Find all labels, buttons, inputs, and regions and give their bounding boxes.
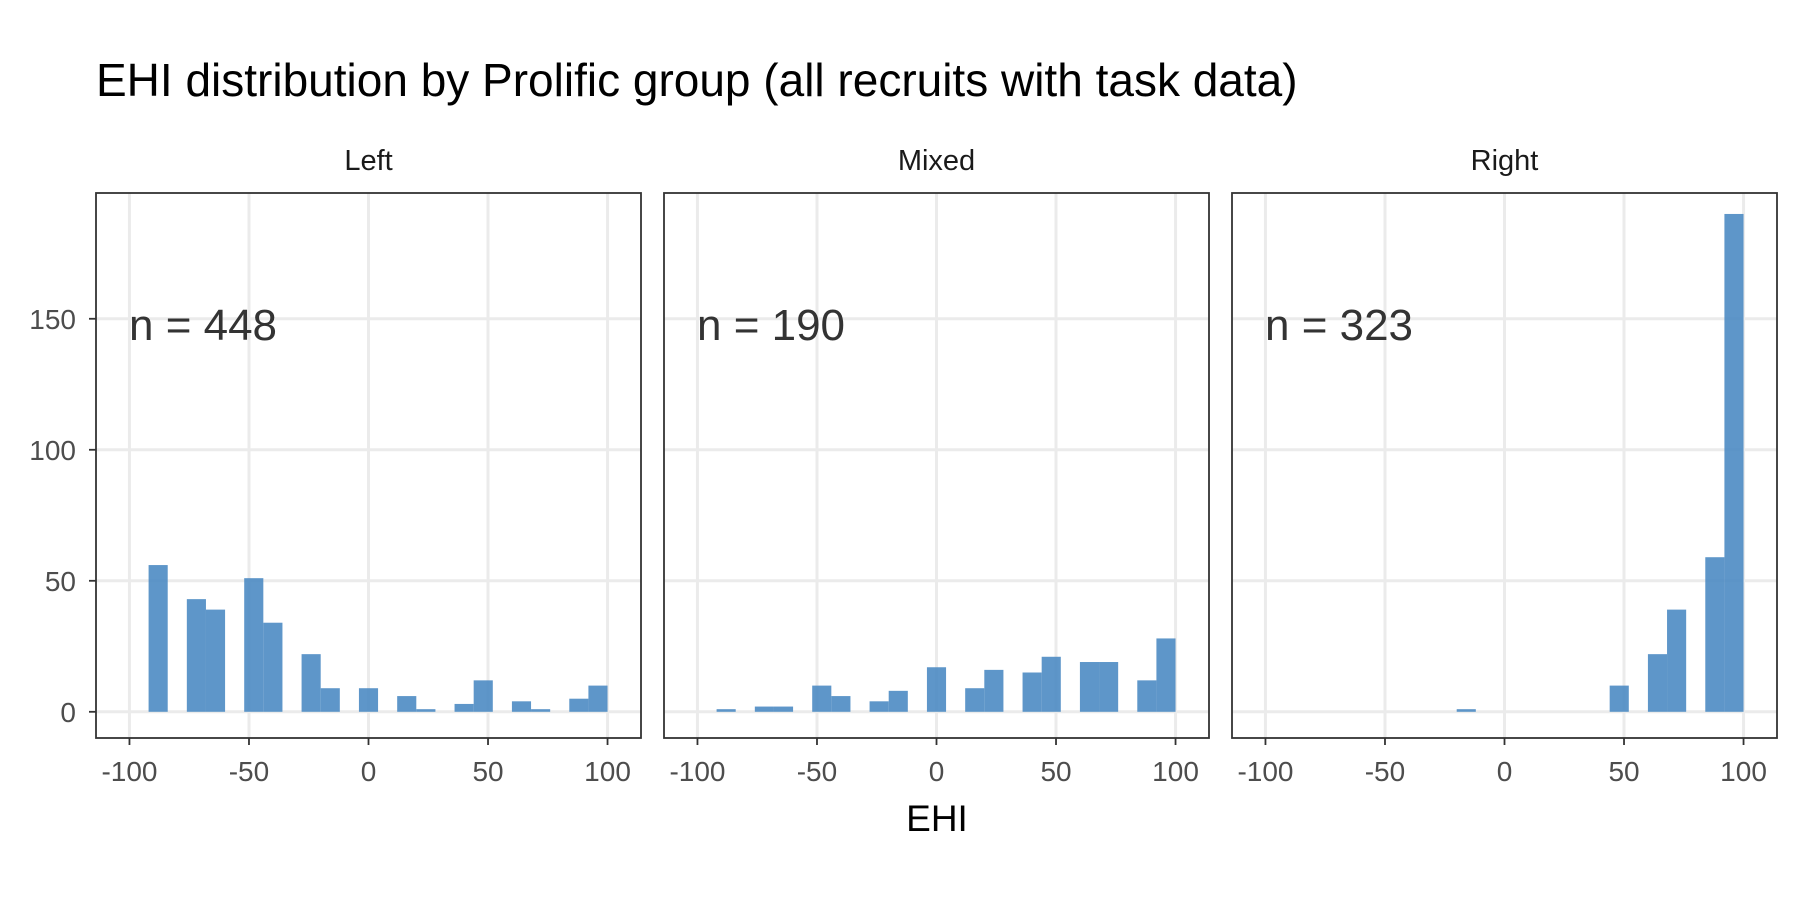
x-tick-label: 50 xyxy=(472,756,503,787)
facet-label-mixed: Mixed xyxy=(898,145,975,177)
x-tick-label: -100 xyxy=(669,756,725,787)
histogram-bar xyxy=(148,565,168,712)
x-tick-label: 50 xyxy=(1608,756,1639,787)
grid-lines xyxy=(96,193,641,738)
grid-lines xyxy=(1232,193,1777,738)
histogram-bar xyxy=(1137,680,1157,712)
n-annotation-left: n = 448 xyxy=(129,301,277,350)
histogram-bar xyxy=(1041,656,1061,712)
histogram-bar xyxy=(1456,709,1476,712)
histogram-bar xyxy=(773,706,794,712)
histogram-bar xyxy=(926,667,947,712)
y-tick-label: 100 xyxy=(29,435,76,466)
histogram-bar xyxy=(186,599,206,712)
histogram-bar xyxy=(397,696,417,712)
facets-layer: Left n = 448 -100 -50 0 50 100 Mixed n = 190 -100… xyxy=(95,145,1778,787)
histogram-bar xyxy=(263,622,283,712)
histogram-bar xyxy=(1705,557,1725,712)
facet-panel-left: Left n = 448 -100 -50 0 50 100 xyxy=(95,145,642,787)
x-tick-label: -50 xyxy=(797,756,837,787)
histogram-bar xyxy=(1647,654,1668,712)
x-tick-label: 50 xyxy=(1040,756,1071,787)
histogram-bar xyxy=(416,709,436,712)
histogram-bar xyxy=(1667,609,1687,712)
bars-left xyxy=(148,565,608,712)
grid-lines xyxy=(664,193,1209,738)
histogram-bar xyxy=(1079,662,1100,712)
x-tick-label: 0 xyxy=(361,756,377,787)
histogram-bar xyxy=(588,685,608,712)
histogram-bar xyxy=(888,690,908,712)
facet-label-left: Left xyxy=(344,145,392,177)
facet-panel-right: Right n = 323 -100 -50 0 50 100 xyxy=(1231,145,1778,787)
histogram-bar xyxy=(454,703,474,712)
histogram-bar xyxy=(320,688,340,712)
histogram-bar xyxy=(812,685,832,712)
x-tick-label: 0 xyxy=(929,756,945,787)
histogram-bar xyxy=(358,688,379,712)
histogram-bar xyxy=(1156,638,1176,712)
facet-label-right: Right xyxy=(1471,145,1539,177)
histogram-bar xyxy=(301,654,321,712)
y-tick-label: 0 xyxy=(60,697,76,728)
histogram-bar xyxy=(716,709,736,712)
histogram-bar xyxy=(1022,672,1042,712)
x-tick-label: -50 xyxy=(229,756,269,787)
x-tick-label: -100 xyxy=(1237,756,1293,787)
bars-mixed xyxy=(716,638,1176,712)
histogram-bar xyxy=(869,701,889,712)
histogram-bar xyxy=(473,680,493,712)
n-annotation-mixed: n = 190 xyxy=(697,301,845,350)
histogram-bar xyxy=(831,696,851,712)
histogram-bar xyxy=(965,688,985,712)
chart-title: EHI distribution by Prolific group (all … xyxy=(96,54,1298,106)
histogram-bar xyxy=(531,709,551,712)
histogram-bar xyxy=(205,609,226,712)
histogram-bar xyxy=(1609,685,1629,712)
x-tick-label: -100 xyxy=(101,756,157,787)
histogram-bar xyxy=(244,578,264,712)
histogram-bar xyxy=(754,706,774,712)
y-tick-label: 50 xyxy=(45,566,76,597)
n-annotation-right: n = 323 xyxy=(1265,301,1413,350)
facet-panel-mixed: Mixed n = 190 -100 -50 0 50 100 xyxy=(663,145,1210,787)
x-axis-right: -100 -50 0 50 100 xyxy=(1237,738,1767,787)
x-axis-left: -100 -50 0 50 100 xyxy=(101,738,631,787)
x-tick-label: 100 xyxy=(1152,756,1199,787)
histogram-bar xyxy=(1724,213,1744,712)
histogram-bar xyxy=(984,669,1004,712)
histogram-bar xyxy=(1099,662,1119,712)
x-tick-label: 0 xyxy=(1497,756,1513,787)
x-tick-label: 100 xyxy=(584,756,631,787)
bars-right xyxy=(1456,213,1744,712)
x-axis-label: EHI xyxy=(906,798,968,839)
x-tick-label: -50 xyxy=(1365,756,1405,787)
x-axis-mixed: -100 -50 0 50 100 xyxy=(669,738,1199,787)
histogram-bar xyxy=(511,701,532,712)
histogram-bar xyxy=(569,698,589,712)
y-axis: 0 50 100 150 xyxy=(29,304,96,728)
x-tick-label: 100 xyxy=(1720,756,1767,787)
y-tick-label: 150 xyxy=(29,304,76,335)
